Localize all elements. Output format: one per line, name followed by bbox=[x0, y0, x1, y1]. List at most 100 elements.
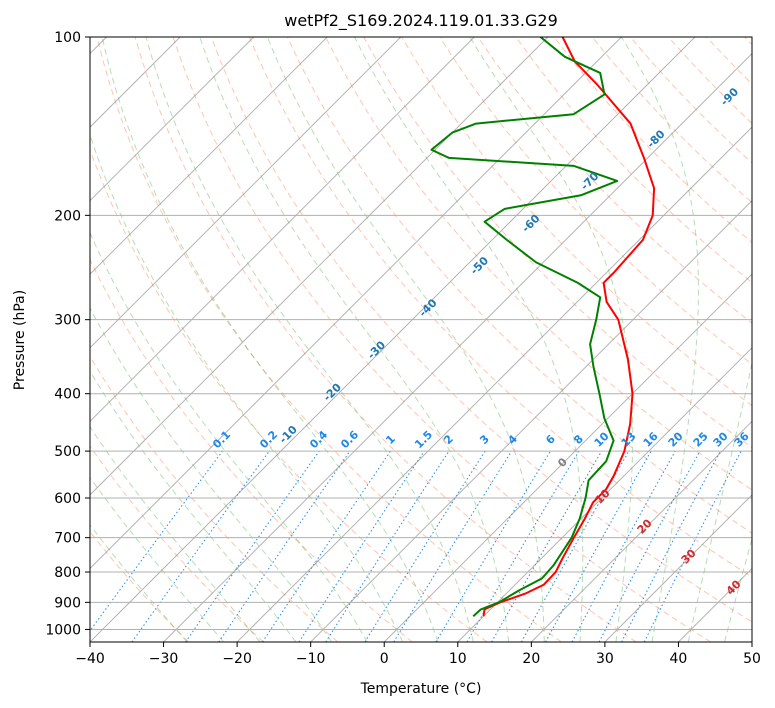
x-tick-label: −40 bbox=[75, 651, 105, 667]
moist-adiabat-line bbox=[101, 37, 439, 642]
isotherm-line bbox=[604, 494, 752, 642]
mixing-ratio-label: 0.1 bbox=[210, 428, 233, 451]
isotherm-label: -30 bbox=[365, 338, 388, 361]
x-tick-label: −30 bbox=[149, 651, 179, 667]
isotherm-line bbox=[90, 37, 622, 570]
dry-adiabat-line bbox=[706, 37, 752, 85]
mixing-ratio-line bbox=[185, 450, 320, 642]
x-tick-label: 10 bbox=[449, 651, 467, 667]
mixing-ratio-label: 10 bbox=[592, 429, 612, 449]
isotherm-line bbox=[383, 273, 752, 642]
mixing-ratio-line bbox=[364, 450, 486, 642]
mixing-ratio-label: 1 bbox=[383, 432, 398, 447]
isotherm-label: -80 bbox=[644, 127, 667, 150]
mixing-ratio-label: 20 bbox=[666, 429, 686, 449]
moist-adiabat-line bbox=[145, 37, 474, 642]
moist-adiabat-line bbox=[90, 476, 225, 642]
isotherm-line bbox=[90, 37, 475, 423]
moist-adiabat-line bbox=[687, 360, 752, 642]
dry-adiabat-line bbox=[515, 37, 752, 284]
dry-adiabat-line bbox=[90, 355, 339, 642]
mixing-ratio-label: 3 bbox=[477, 432, 492, 447]
y-tick-label: 500 bbox=[54, 444, 81, 460]
x-tick-label: 0 bbox=[380, 651, 389, 667]
dry-adiabat-line bbox=[629, 37, 752, 164]
x-tick-label: 30 bbox=[596, 651, 614, 667]
dry-adiabat-line bbox=[90, 258, 413, 642]
dry-adiabat-line bbox=[286, 37, 752, 534]
plot-frame bbox=[89, 36, 753, 643]
mixing-ratio-line bbox=[435, 450, 551, 642]
isotherm-line bbox=[90, 37, 696, 642]
x-tick-label: 20 bbox=[522, 651, 540, 667]
mixing-ratio-line bbox=[298, 450, 425, 642]
chart-title: wetPf2_S169.2024.119.01.33.G29 bbox=[284, 11, 558, 31]
dewpoint-profile-line bbox=[430, 37, 619, 617]
mixing-ratio-line bbox=[262, 450, 391, 642]
mixing-ratio-label: 2 bbox=[441, 432, 456, 447]
mixing-ratio-line bbox=[545, 450, 652, 642]
y-tick-label: 100 bbox=[54, 30, 81, 46]
isotherm-line bbox=[90, 37, 255, 202]
mixing-ratio-label: 13 bbox=[619, 430, 639, 450]
x-axis-label: Temperature (°C) bbox=[360, 681, 482, 697]
mixing-ratio-label: 0.2 bbox=[257, 428, 280, 451]
mixing-ratio-line bbox=[325, 450, 450, 642]
dry-adiabat-line bbox=[744, 37, 752, 46]
moist-adiabat-line bbox=[90, 425, 261, 642]
mixing-ratio-label: 25 bbox=[691, 430, 711, 450]
isotherm-line bbox=[530, 420, 752, 642]
y-tick-label: 600 bbox=[54, 491, 81, 507]
moist-adiabat-line bbox=[90, 231, 368, 642]
x-tick-label: −20 bbox=[222, 651, 252, 667]
dry-adiabat-line bbox=[553, 37, 752, 244]
mixing-ratio-label: 30 bbox=[711, 429, 731, 449]
y-tick-label: 200 bbox=[54, 208, 81, 224]
dry-adiabat-line bbox=[210, 37, 752, 623]
isotherm-label: -40 bbox=[416, 296, 439, 319]
mixing-ratio-line bbox=[598, 450, 701, 642]
isotherm-line bbox=[751, 641, 752, 642]
y-tick-label: 800 bbox=[54, 565, 81, 581]
moist-adiabat-label: 30 bbox=[679, 546, 699, 566]
moist-adiabat-line bbox=[620, 37, 699, 642]
mixing-ratio-line bbox=[90, 450, 223, 632]
moist-adiabat-line bbox=[266, 37, 545, 642]
moist-adiabat-line bbox=[724, 537, 752, 642]
dry-adiabat-line bbox=[90, 148, 488, 642]
temperature-profile-line bbox=[482, 37, 656, 617]
isotherm-label: -20 bbox=[321, 381, 344, 404]
isotherm-label: -50 bbox=[468, 254, 491, 277]
dry-adiabat-line bbox=[439, 37, 752, 365]
isotherm-label: -90 bbox=[718, 85, 741, 108]
moist-adiabat-line bbox=[90, 524, 188, 642]
dry-adiabat-line bbox=[172, 37, 712, 642]
dry-adiabat-line bbox=[248, 37, 752, 578]
mixing-ratio-label: 8 bbox=[571, 432, 586, 447]
mixing-ratio-label: 0.4 bbox=[307, 428, 330, 451]
y-tick-label: 1000 bbox=[45, 622, 81, 638]
y-tick-label: 400 bbox=[54, 387, 81, 403]
mixing-ratio-line bbox=[643, 450, 742, 642]
y-tick-label: 300 bbox=[54, 313, 81, 329]
isotherm-line bbox=[90, 37, 402, 349]
moist-adiabat-line bbox=[90, 133, 404, 642]
mixing-ratio-line bbox=[131, 450, 270, 642]
mixing-ratio-line bbox=[571, 450, 676, 642]
moist-adiabat-line bbox=[90, 307, 333, 642]
isotherm-line bbox=[310, 199, 752, 642]
y-axis-label: Pressure (hPa) bbox=[12, 290, 28, 390]
moist-adiabat-line bbox=[469, 37, 634, 642]
dry-adiabat-line bbox=[90, 445, 264, 642]
isotherm-line bbox=[90, 37, 328, 275]
x-tick-label: −10 bbox=[296, 651, 326, 667]
mixing-ratio-line bbox=[218, 450, 351, 642]
dry-adiabat-line bbox=[90, 531, 190, 642]
isotherm-line bbox=[457, 347, 752, 642]
dry-adiabat-line bbox=[134, 37, 637, 642]
mixing-ratio-line bbox=[393, 450, 513, 642]
moist-adiabat-line bbox=[90, 370, 297, 642]
mixing-ratio-label: 6 bbox=[543, 432, 558, 447]
